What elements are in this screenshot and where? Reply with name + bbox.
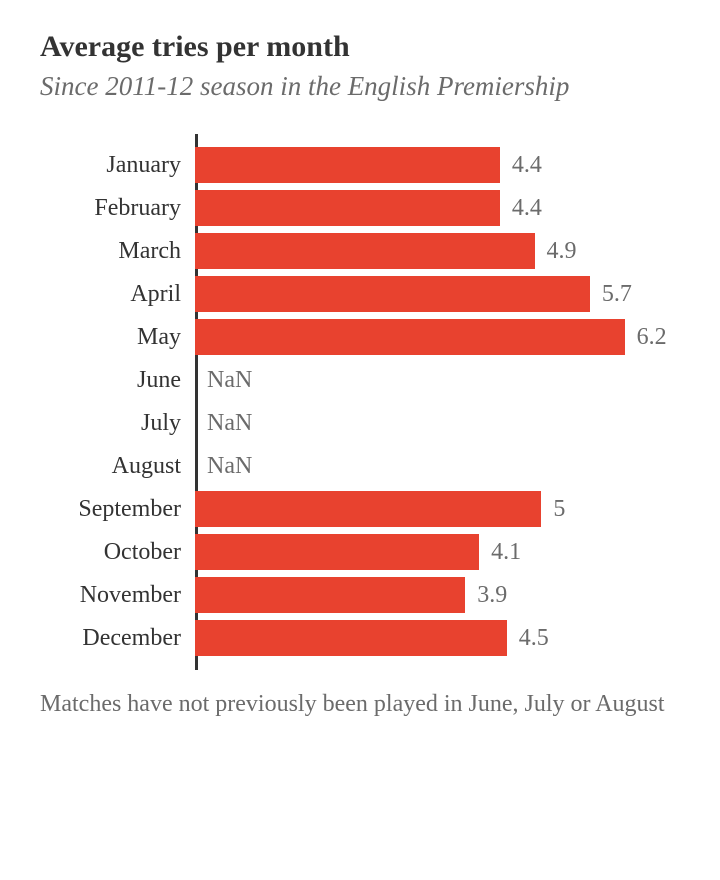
category-label: March [50, 238, 195, 265]
bar [195, 319, 625, 355]
chart-footnote: Matches have not previously been played … [40, 688, 680, 720]
value-label: NaN [207, 453, 252, 480]
category-label: December [50, 625, 195, 652]
category-label: January [50, 152, 195, 179]
value-label: 4.4 [512, 195, 542, 222]
value-label: NaN [207, 367, 252, 394]
bar-area: 4.4 [195, 187, 680, 230]
bar-row: March 4.9 [50, 230, 680, 273]
value-label: 3.9 [477, 582, 507, 609]
bar [195, 233, 535, 269]
bar [195, 276, 590, 312]
value-label: 4.5 [519, 625, 549, 652]
bar-row: February 4.4 [50, 187, 680, 230]
value-label: 4.4 [512, 152, 542, 179]
category-label: May [50, 324, 195, 351]
category-label: November [50, 582, 195, 609]
bar-area: 4.4 [195, 144, 680, 187]
bar-area: 5 [195, 488, 680, 531]
bar [195, 534, 479, 570]
bar-area: NaN [195, 445, 680, 488]
bar-row: June NaN [50, 359, 680, 402]
bar-chart: January 4.4 February 4.4 March 4.9 April 5.7 May… [50, 144, 680, 660]
bar-area: NaN [195, 359, 680, 402]
category-label: October [50, 539, 195, 566]
bar-area: 4.5 [195, 617, 680, 660]
category-label: July [50, 410, 195, 437]
bar-row: September 5 [50, 488, 680, 531]
chart-title: Average tries per month [40, 30, 680, 64]
bar-area: 6.2 [195, 316, 680, 359]
category-label: September [50, 496, 195, 523]
chart-subtitle: Since 2011-12 season in the English Prem… [40, 70, 680, 104]
bar-row: November 3.9 [50, 574, 680, 617]
bar [195, 190, 500, 226]
bar-row: May 6.2 [50, 316, 680, 359]
bar-area: 3.9 [195, 574, 680, 617]
bar-row: January 4.4 [50, 144, 680, 187]
bar [195, 577, 465, 613]
category-label: August [50, 453, 195, 480]
value-label: 5 [553, 496, 565, 523]
category-label: April [50, 281, 195, 308]
bar [195, 147, 500, 183]
bar-row: July NaN [50, 402, 680, 445]
bar [195, 620, 507, 656]
category-label: February [50, 195, 195, 222]
category-label: June [50, 367, 195, 394]
value-label: 6.2 [637, 324, 667, 351]
bar-area: 5.7 [195, 273, 680, 316]
bar-row: December 4.5 [50, 617, 680, 660]
value-label: NaN [207, 410, 252, 437]
bar-area: NaN [195, 402, 680, 445]
value-label: 5.7 [602, 281, 632, 308]
value-label: 4.1 [491, 539, 521, 566]
bar-row: August NaN [50, 445, 680, 488]
bar-row: April 5.7 [50, 273, 680, 316]
bar [195, 491, 541, 527]
bar-area: 4.9 [195, 230, 680, 273]
bar-row: October 4.1 [50, 531, 680, 574]
value-label: 4.9 [547, 238, 577, 265]
bar-area: 4.1 [195, 531, 680, 574]
